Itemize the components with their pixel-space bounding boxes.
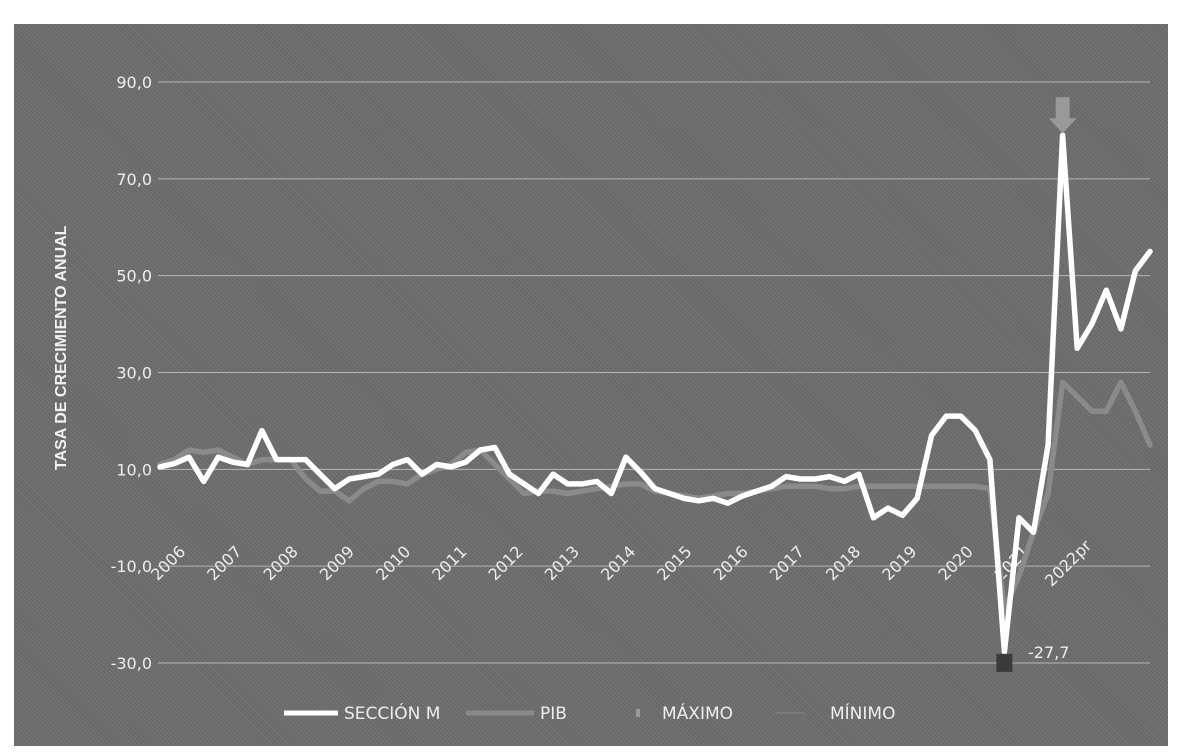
series-line-pib xyxy=(157,379,1153,613)
y-tick-label: 30,0 xyxy=(116,364,152,383)
legend-label: MÁXIMO xyxy=(662,702,733,724)
x-tick-label: 2006 xyxy=(147,542,189,584)
legend-label: SECCIÓN M xyxy=(344,702,440,724)
gridlines xyxy=(158,81,1150,664)
maximum-marker-arrow xyxy=(1048,118,1077,134)
y-axis-label: TASA DE CRECIMIENTO ANUAL xyxy=(53,225,70,470)
x-tick-label: 2015 xyxy=(653,542,695,584)
series-lines xyxy=(157,132,1153,655)
x-tick-label: 2010 xyxy=(372,542,414,584)
legend-label: PIB xyxy=(540,704,567,724)
y-tick-label: -30,0 xyxy=(111,654,152,673)
x-tick-label: 2017 xyxy=(766,542,808,584)
minimum-value-label: -27,7 xyxy=(1028,643,1069,662)
legend: SECCIÓN M PIB MÁXIMO MÍNIMO xyxy=(284,702,895,724)
legend-label: MÍNIMO xyxy=(830,702,895,724)
x-tick-label: 2016 xyxy=(709,542,751,584)
chart-panel xyxy=(14,24,1168,746)
y-tick-label: 50,0 xyxy=(116,267,152,286)
x-tick-label: 2013 xyxy=(541,542,583,584)
x-tick-label: 2009 xyxy=(316,542,358,584)
x-tick-label: 2007 xyxy=(203,542,245,584)
x-tick-label: 2008 xyxy=(259,542,301,584)
x-tick-label: 2022pr xyxy=(1041,536,1095,590)
x-axis-ticks: 2006 2007 2008 2009 2010 2011 2012 2013 2014 2015… xyxy=(147,536,1095,590)
x-tick-label: 2018 xyxy=(822,542,864,584)
series-line-seccion-m xyxy=(157,132,1153,655)
annotation-markers xyxy=(996,97,1077,672)
y-tick-label: 70,0 xyxy=(116,170,152,189)
x-tick-label: 2011 xyxy=(428,542,470,584)
y-tick-label: -10,0 xyxy=(111,557,152,576)
y-tick-label: 90,0 xyxy=(116,73,152,92)
x-tick-label: 2014 xyxy=(597,542,639,584)
x-tick-label: 2020 xyxy=(934,542,976,584)
maximum-marker-stem xyxy=(1055,97,1070,120)
x-tick-label: 2012 xyxy=(484,542,526,584)
minimum-marker xyxy=(996,653,1013,672)
y-axis-ticks: 90,0 70,0 50,0 30,0 10,0 -10,0 -30,0 xyxy=(111,73,152,673)
y-tick-label: 10,0 xyxy=(116,460,152,479)
x-tick-label: 2019 xyxy=(878,542,920,584)
